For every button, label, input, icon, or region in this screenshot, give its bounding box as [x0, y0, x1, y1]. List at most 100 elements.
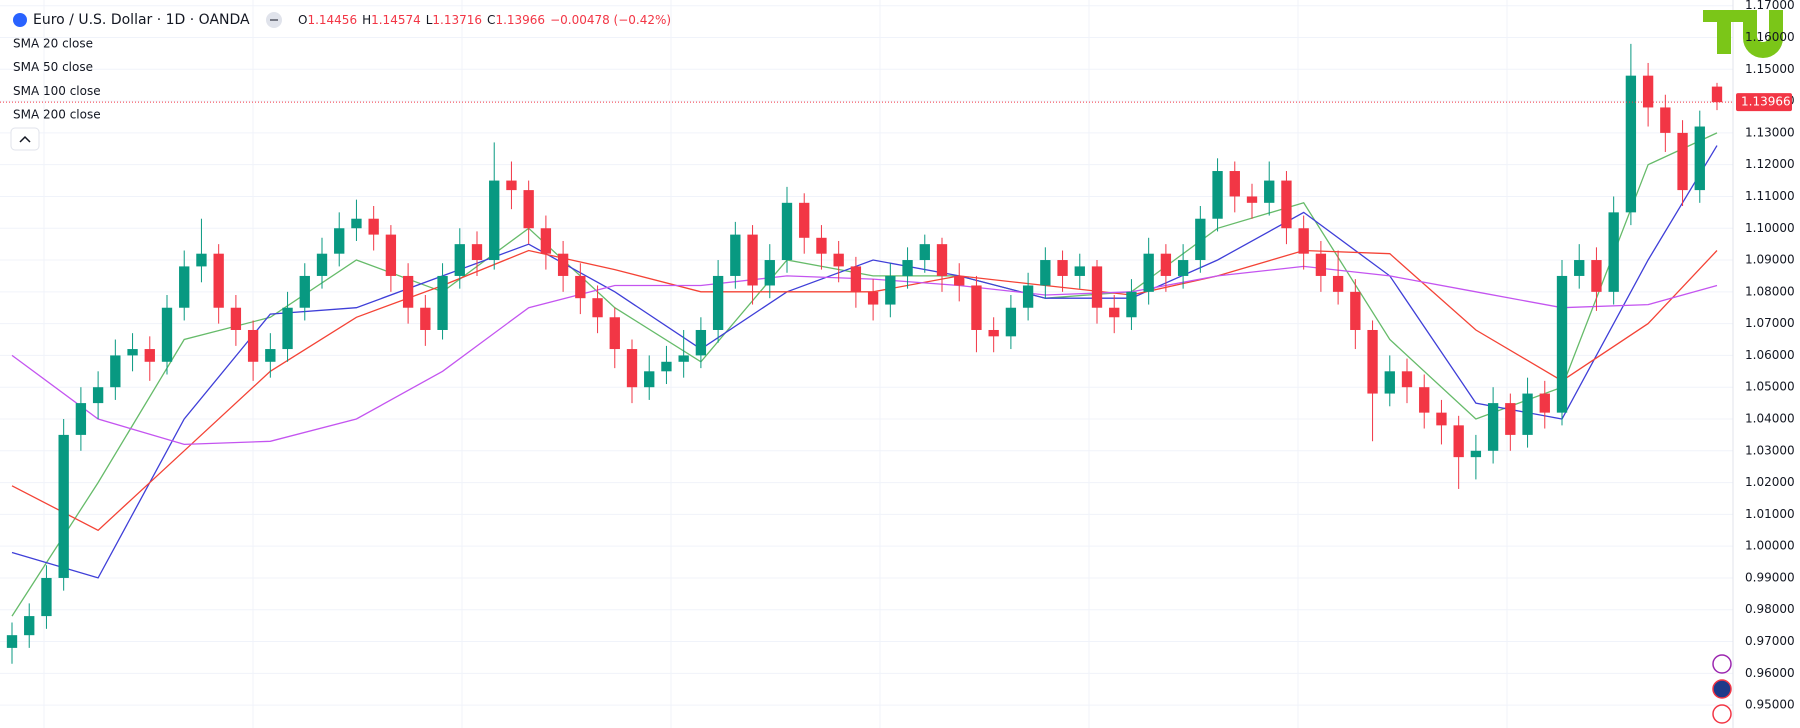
y-tick-label: 1.07000 — [1745, 316, 1795, 330]
candle-body — [747, 234, 758, 286]
candle-body — [816, 237, 827, 254]
candle-body — [1401, 371, 1413, 388]
lightning-icon[interactable] — [1712, 654, 1732, 674]
candle-body — [1556, 275, 1568, 413]
candle-body — [161, 307, 173, 362]
ohlc-change: −0.00478 (−0.42%) — [550, 13, 671, 27]
candle-body — [1505, 403, 1516, 435]
candle-body — [230, 307, 242, 330]
candle-body — [1177, 260, 1189, 276]
candle-body — [41, 577, 52, 617]
candle-body — [1298, 228, 1309, 254]
y-tick-label: 1.13000 — [1745, 125, 1795, 139]
candle-body — [678, 355, 689, 362]
candle-body — [351, 218, 362, 229]
candle-body — [58, 434, 69, 578]
candle-body — [764, 260, 775, 286]
candle-body — [437, 275, 448, 330]
ohlc-key: O — [298, 13, 307, 27]
sma-legend: SMA 100 close — [13, 84, 101, 98]
candle-body — [1591, 260, 1602, 292]
y-tick-label: 0.98000 — [1745, 602, 1795, 616]
candle-body — [282, 307, 293, 350]
us-flag-icon[interactable] — [1712, 704, 1732, 724]
candle-body — [402, 275, 414, 308]
candle-body — [661, 361, 672, 372]
collapse-button[interactable] — [10, 127, 40, 151]
y-tick-label: 1.02000 — [1745, 475, 1795, 489]
candle-body — [1350, 291, 1361, 330]
ohlc-value: 1.14456 — [307, 13, 357, 27]
candle-body — [1212, 171, 1223, 219]
sma-line — [11, 249, 1718, 532]
candle-body — [1040, 260, 1051, 286]
sma-legend: SMA 200 close — [13, 108, 101, 122]
candle-body — [1367, 329, 1378, 394]
candle-body — [1264, 180, 1275, 203]
candle-body — [334, 228, 345, 254]
y-tick-label: 1.12000 — [1745, 157, 1795, 171]
candle-body — [6, 635, 18, 648]
last-price-label: 1.13966 — [1741, 95, 1791, 109]
candle-body — [1091, 266, 1103, 308]
y-tick-label: 1.04000 — [1745, 411, 1795, 425]
candle-body — [24, 616, 35, 636]
candle-body — [988, 329, 999, 337]
candle-body — [179, 266, 190, 308]
sma-legend: SMA 50 close — [13, 60, 93, 74]
candle-body — [609, 317, 620, 350]
candle-body — [799, 202, 810, 238]
candle-body — [471, 244, 483, 261]
sma-line — [11, 145, 1718, 579]
candle-body — [247, 329, 259, 362]
candle-body — [1574, 260, 1585, 276]
candle-body — [299, 275, 310, 308]
candle-body — [575, 275, 586, 299]
sma-line — [11, 265, 1718, 446]
candle-body — [1126, 291, 1137, 318]
candle-body — [971, 285, 982, 330]
candle-body — [1057, 260, 1068, 276]
candle-body — [902, 260, 913, 276]
candle-body — [540, 228, 552, 254]
ohlc-value: 1.13716 — [432, 13, 482, 27]
ohlc-legend: O1.14456 H1.14574 L1.13716 C1.13966 −0.00478… — [298, 13, 671, 27]
y-tick-label: 1.15000 — [1745, 62, 1795, 76]
candle-body — [506, 180, 517, 191]
candle-body — [936, 244, 948, 276]
ohlc-key: C — [487, 13, 495, 27]
candle-body — [1608, 212, 1619, 292]
candle-body — [730, 234, 741, 276]
candle-body — [919, 244, 930, 261]
y-tick-label: 0.96000 — [1745, 666, 1795, 680]
eu-flag-icon[interactable] — [1712, 679, 1732, 699]
candle-body — [316, 253, 328, 276]
candle-body — [420, 307, 431, 330]
candle-body — [626, 349, 638, 388]
candle-body — [1022, 285, 1034, 308]
candle-body — [1074, 266, 1085, 276]
candle-body — [1195, 218, 1206, 261]
y-tick-label: 0.97000 — [1745, 634, 1795, 648]
symbol-icon — [13, 13, 27, 27]
candle-body — [867, 291, 879, 305]
candle-body — [1436, 412, 1447, 426]
candle-body — [644, 371, 655, 388]
candle-body — [92, 387, 104, 404]
candle-body — [1005, 307, 1017, 337]
ohlc-value: 1.14574 — [371, 13, 421, 27]
y-tick-label: 1.10000 — [1745, 221, 1795, 235]
candle-body — [1453, 425, 1464, 458]
symbol-title: Euro / U.S. Dollar · 1D · OANDA — [33, 12, 250, 28]
logo — [1703, 10, 1783, 58]
candle-body — [1642, 75, 1654, 108]
candle-body — [850, 266, 862, 292]
candle-body — [1419, 387, 1430, 413]
candle-body — [127, 349, 138, 356]
candle-body — [833, 253, 844, 267]
candle-body — [75, 403, 87, 435]
candle-body — [1694, 126, 1705, 191]
candle-body — [454, 244, 465, 276]
candle-body — [1625, 75, 1637, 213]
